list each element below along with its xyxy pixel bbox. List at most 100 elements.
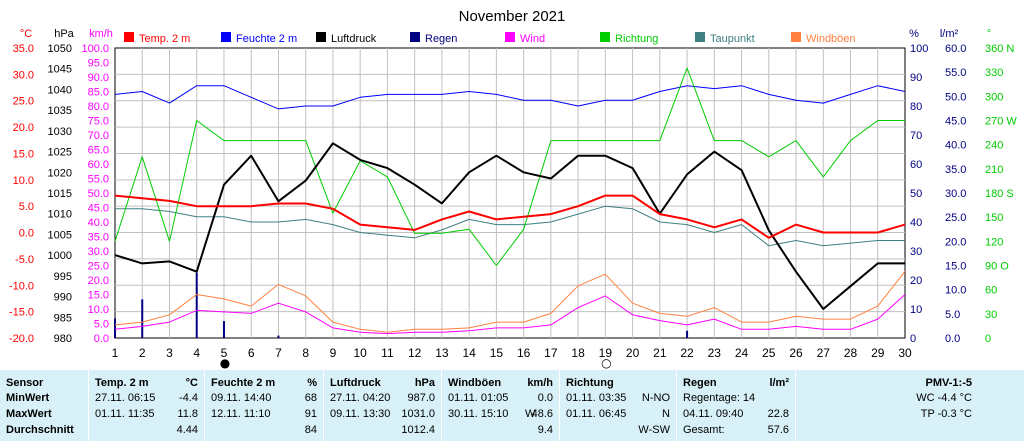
- axis-tick-label: 360 N: [985, 43, 1014, 55]
- axis-tick-label: 80: [910, 101, 922, 113]
- legend-label: Temp. 2 m: [139, 33, 190, 45]
- rain-bar: [195, 272, 198, 338]
- series-line: [114, 270, 906, 333]
- rain-bar: [686, 330, 689, 338]
- axis-tick-label: 210: [985, 164, 1003, 176]
- axis-tick-label: 1050: [48, 43, 72, 55]
- axis-tick-label: 990: [54, 292, 72, 304]
- temp-max-time: 01.11. 11:35: [95, 408, 155, 420]
- pressure-max-value: 1031.0: [401, 408, 435, 420]
- axis-tick-label: 55.0: [88, 174, 109, 186]
- axis-tick-label: 15.0: [88, 290, 109, 302]
- pressure-max-time: 09.11. 13:30: [330, 408, 391, 420]
- axis-tick-label: 1025: [48, 147, 72, 159]
- series-lines: [114, 67, 906, 335]
- gusts-label: Windböen: [448, 377, 502, 389]
- humidity-unit: %: [307, 377, 317, 389]
- axis-tick-label: 30: [910, 246, 922, 258]
- x-tick-label: 16: [517, 346, 531, 360]
- rain-bar: [277, 335, 280, 338]
- x-tick-label: 18: [571, 346, 585, 360]
- direction-min-value: N-NO: [641, 392, 670, 404]
- gusts-unit: km/h: [527, 377, 553, 389]
- axis-tick-label: 35.0: [88, 232, 109, 244]
- humidity-min-time: 09.11. 14:40: [211, 392, 272, 404]
- series-line: [114, 142, 905, 310]
- axis-tick-label: 1005: [48, 229, 72, 241]
- humidity-avg: 84: [304, 424, 317, 436]
- temp-min-time: 27.11. 06:15: [95, 392, 156, 404]
- legend-swatch: [600, 32, 610, 42]
- axis-tick-label: 5.0: [945, 309, 960, 321]
- axis-tick-label: 330: [985, 67, 1003, 79]
- legend-label: Taupunkt: [710, 33, 755, 45]
- x-tick-label: 6: [248, 346, 255, 360]
- legend-swatch: [316, 32, 326, 42]
- axis-tick-label: 985: [54, 312, 72, 324]
- legend-swatch: [791, 32, 801, 42]
- axis-tick-label: 5.0: [94, 319, 109, 331]
- gusts-max-value: 48.6: [531, 408, 553, 420]
- pressure-label: Luftdruck: [330, 377, 381, 389]
- axis-tick-label: 15.0: [945, 261, 966, 273]
- axis-tick-label: 60: [910, 159, 922, 171]
- axis-unit-label: hPa: [54, 28, 74, 40]
- x-tick-label: 14: [462, 346, 476, 360]
- axis-tick-label: 40: [910, 217, 922, 229]
- axis-tick-label: 1035: [48, 105, 72, 117]
- axis-tick-label: 20: [910, 275, 922, 287]
- axis-tick-label: 35.0: [13, 43, 34, 55]
- x-tick-label: 28: [844, 346, 858, 360]
- divider: [204, 370, 205, 441]
- axis-tick-label: 1040: [48, 84, 72, 96]
- direction-max-value: N: [662, 408, 670, 420]
- x-tick-label: 2: [139, 346, 146, 360]
- axis-tick-label: 0: [910, 333, 916, 345]
- axis-tick-label: 65.0: [88, 145, 109, 157]
- axis-tick-label: 50.0: [945, 91, 966, 103]
- gusts-max-direction: W: [525, 408, 536, 420]
- divider: [88, 370, 89, 441]
- chart-title: November 2021: [459, 8, 566, 25]
- summary-direction-col: Richtung 01.11. 03:35 N-NO 01.11. 06:45 N …: [560, 370, 676, 441]
- x-tick-label: 23: [708, 346, 722, 360]
- rain-unit: l/m²: [769, 377, 789, 389]
- humidity-min-value: 68: [304, 392, 317, 404]
- x-tick-label: 8: [302, 346, 309, 360]
- axis-tick-label: 60.0: [945, 43, 966, 55]
- axis-tick-label: 10.0: [13, 175, 34, 187]
- axis-tick-label: -20.0: [9, 333, 34, 345]
- axis-tick-label: 55.0: [945, 67, 966, 79]
- series-line: [114, 85, 906, 110]
- temp-min-value: -4.4: [179, 392, 198, 404]
- axis-tick-label: 5.0: [19, 201, 34, 213]
- rain-bar: [222, 321, 225, 338]
- axis-tick-label: 30.0: [13, 69, 34, 81]
- humidity-label: Feuchte 2 m: [211, 377, 276, 389]
- summary-pmv-col: PMV-1:-5 WC -4.4 °C TP -0.3 °C: [796, 370, 1024, 441]
- axis-tick-label: 90 O: [985, 261, 1009, 273]
- axis-tick-label: 10: [910, 304, 922, 316]
- series-line: [114, 67, 905, 266]
- temp-unit: °C: [185, 377, 198, 389]
- rain-bar: [141, 299, 144, 338]
- axis-tick-label: -10.0: [9, 280, 34, 292]
- axis-tick-label: 240: [985, 140, 1003, 152]
- axis-tick-label: 30.0: [945, 188, 966, 200]
- pressure-unit: hPa: [414, 377, 435, 389]
- axis-tick-label: 0.0: [945, 333, 960, 345]
- divider: [559, 370, 560, 441]
- divider: [441, 370, 442, 441]
- rain-label: Regen: [683, 377, 717, 389]
- axis-tick-label: 70: [910, 130, 922, 142]
- humidity-max-value: 91: [304, 408, 317, 420]
- gusts-avg: 9.4: [537, 424, 553, 436]
- axis-tick-label: 25.0: [945, 212, 966, 224]
- axis-tick-label: 35.0: [945, 164, 966, 176]
- axis-tick-label: 1000: [48, 250, 72, 262]
- axis-tick-label: 270 W: [985, 116, 1017, 128]
- legend-swatch: [221, 32, 231, 42]
- x-tick-label: 3: [166, 346, 173, 360]
- axis-tick-label: 995: [54, 271, 72, 283]
- legend-label: Feuchte 2 m: [236, 33, 297, 45]
